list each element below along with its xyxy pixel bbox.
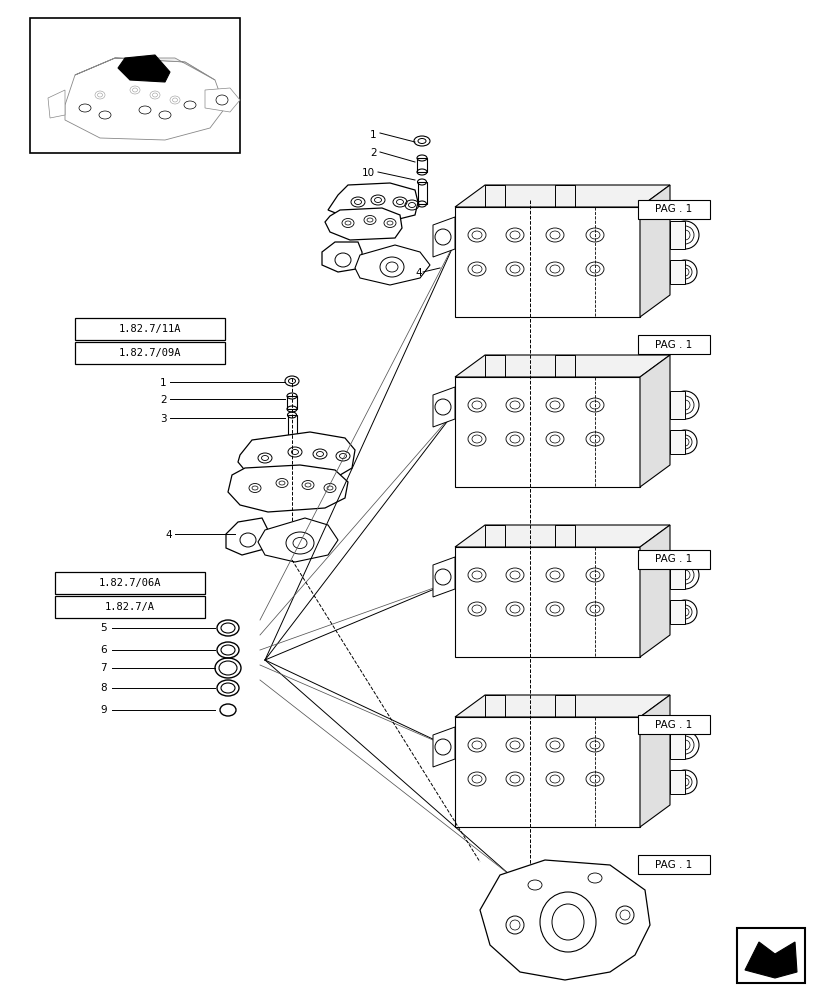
Text: PAG . 1: PAG . 1 <box>655 554 692 564</box>
Text: 10: 10 <box>361 168 375 178</box>
Bar <box>75 342 225 364</box>
Bar <box>669 430 684 454</box>
Polygon shape <box>48 90 65 118</box>
Text: 6: 6 <box>100 645 107 655</box>
Polygon shape <box>639 525 669 657</box>
Bar <box>485 525 504 547</box>
Polygon shape <box>227 465 347 512</box>
Polygon shape <box>237 432 355 482</box>
Polygon shape <box>433 387 455 427</box>
Bar <box>485 695 504 717</box>
Polygon shape <box>433 217 455 257</box>
Bar <box>55 572 205 594</box>
Bar <box>669 731 684 759</box>
Polygon shape <box>455 547 639 657</box>
Bar <box>638 550 709 569</box>
Bar <box>669 770 684 794</box>
Bar <box>287 396 297 409</box>
Bar <box>638 200 709 219</box>
Text: PAG . 1: PAG . 1 <box>655 859 692 869</box>
Text: 2: 2 <box>160 395 166 405</box>
Bar <box>669 391 684 419</box>
Polygon shape <box>226 518 268 555</box>
Polygon shape <box>744 942 796 978</box>
Polygon shape <box>65 58 225 140</box>
Polygon shape <box>480 860 649 980</box>
Polygon shape <box>322 242 361 272</box>
Text: 1.82.7/A: 1.82.7/A <box>105 602 155 612</box>
Bar <box>288 415 297 445</box>
Polygon shape <box>455 185 669 207</box>
Polygon shape <box>639 695 669 827</box>
Polygon shape <box>455 377 639 487</box>
Polygon shape <box>455 525 669 547</box>
Bar <box>418 182 427 204</box>
Text: 1.82.7/11A: 1.82.7/11A <box>118 324 181 334</box>
Text: PAG . 1: PAG . 1 <box>655 205 692 215</box>
Polygon shape <box>639 185 669 317</box>
Bar <box>554 185 574 207</box>
Polygon shape <box>118 55 170 82</box>
Bar <box>417 158 427 172</box>
Polygon shape <box>433 727 455 767</box>
Polygon shape <box>258 518 337 562</box>
Text: 4: 4 <box>414 268 421 278</box>
Text: PAG . 1: PAG . 1 <box>655 340 692 350</box>
Polygon shape <box>325 208 402 240</box>
Polygon shape <box>205 88 240 112</box>
Bar <box>485 355 504 377</box>
Bar <box>736 928 804 983</box>
Text: 1.82.7/09A: 1.82.7/09A <box>118 348 181 358</box>
Bar <box>669 221 684 249</box>
Polygon shape <box>355 245 429 285</box>
Bar <box>30 18 240 153</box>
Text: 1: 1 <box>160 378 166 388</box>
Text: 1.82.7/06A: 1.82.7/06A <box>98 578 161 588</box>
Polygon shape <box>327 183 418 220</box>
Bar <box>638 855 709 874</box>
Text: 9: 9 <box>100 705 107 715</box>
Polygon shape <box>455 717 639 827</box>
Text: PAG . 1: PAG . 1 <box>655 720 692 730</box>
Bar <box>638 715 709 734</box>
Text: 3: 3 <box>160 414 166 424</box>
Text: 5: 5 <box>100 623 107 633</box>
Polygon shape <box>455 355 669 377</box>
Bar <box>55 596 205 618</box>
Text: 7: 7 <box>100 663 107 673</box>
Polygon shape <box>455 207 639 317</box>
Polygon shape <box>75 58 215 80</box>
Text: 1: 1 <box>370 130 376 140</box>
Bar <box>554 355 574 377</box>
Bar <box>638 335 709 354</box>
Bar <box>554 695 574 717</box>
Polygon shape <box>455 695 669 717</box>
Bar <box>485 185 504 207</box>
Polygon shape <box>433 557 455 597</box>
Bar <box>669 561 684 589</box>
Polygon shape <box>639 355 669 487</box>
Bar <box>75 318 225 340</box>
Text: 4: 4 <box>165 530 171 540</box>
Text: 2: 2 <box>370 148 376 158</box>
Bar <box>554 525 574 547</box>
Bar <box>669 260 684 284</box>
Text: 8: 8 <box>100 683 107 693</box>
Bar <box>669 600 684 624</box>
